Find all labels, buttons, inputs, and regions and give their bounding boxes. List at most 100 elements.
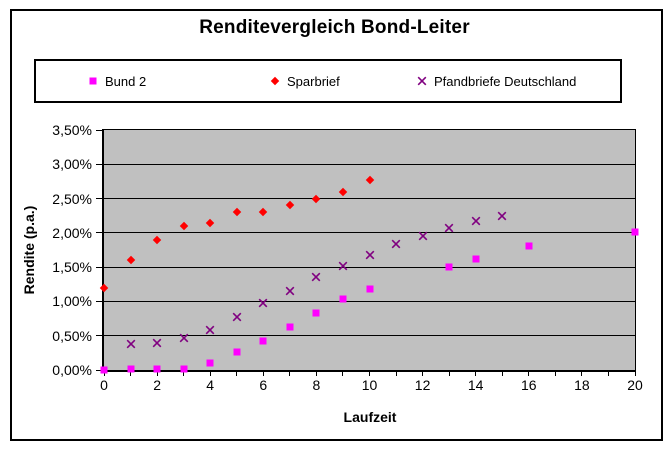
- marker-bund-2: [631, 228, 639, 236]
- x-tick-label: 10: [361, 377, 378, 393]
- marker-pfandbriefe-deutschland: [152, 338, 162, 348]
- x-axis-tick: [236, 372, 238, 376]
- x-axis-tick: [501, 372, 503, 376]
- x-axis-tick: [209, 372, 211, 376]
- marker-bund-2: [366, 285, 373, 293]
- plot-area: [102, 129, 636, 372]
- y-axis-tick: [96, 198, 102, 200]
- y-tick-label: 0,00%: [52, 362, 92, 378]
- square-marker-icon: [88, 76, 98, 86]
- marker-bund-2: [180, 365, 188, 373]
- legend-item-pfandbriefe-deutschland: Pfandbriefe Deutschland: [417, 61, 576, 101]
- x-axis-tick: [607, 372, 609, 376]
- marker-bund-2: [286, 323, 294, 331]
- marker-bund-2: [206, 359, 214, 367]
- marker-bund-2: [127, 365, 135, 373]
- x-tick-label: 14: [467, 377, 484, 393]
- x-axis-tick: [475, 372, 477, 376]
- x-axis-tick: [342, 372, 344, 376]
- marker-pfandbriefe-deutschland: [126, 339, 136, 349]
- x-axis-tick: [422, 372, 424, 376]
- x-tick-label: 2: [153, 377, 161, 393]
- marker-bund-2: [153, 365, 161, 373]
- x-tick-label: 16: [521, 377, 537, 393]
- chart-border: [10, 9, 663, 441]
- x-axis-tick: [183, 372, 185, 376]
- marker-bund-2: [259, 337, 267, 344]
- x-tick-label: 20: [627, 377, 643, 393]
- y-axis-tick: [96, 163, 102, 165]
- marker-sparbrief-legend: [270, 76, 280, 86]
- y-gridline: [104, 163, 635, 165]
- x-marker-icon: [417, 76, 427, 86]
- legend-item-sparbrief: Sparbrief: [270, 61, 340, 101]
- marker-pfandbriefe-deutschland: [311, 272, 321, 282]
- marker-pfandbriefe-deutschland: [258, 298, 268, 308]
- diamond-marker-icon: [270, 76, 280, 86]
- marker-pfandbriefe-deutschland: [418, 231, 428, 241]
- y-axis-tick: [96, 369, 102, 371]
- marker-pfandbriefe-deutschland-legend: [417, 76, 427, 86]
- x-axis-tick: [634, 372, 636, 376]
- marker-bund-2: [472, 255, 480, 263]
- x-tick-label: 12: [414, 377, 431, 393]
- x-tick-label: 4: [206, 377, 215, 393]
- marker-pfandbriefe-deutschland: [338, 261, 348, 271]
- marker-bund-2-legend: [89, 77, 97, 85]
- y-tick-label: 3,00%: [52, 156, 92, 173]
- x-axis-tick: [289, 372, 291, 376]
- y-axis-title: Rendite (p.a.): [21, 205, 37, 295]
- x-axis-tick: [315, 372, 317, 376]
- x-tick-label: 8: [312, 377, 321, 393]
- x-axis-tick: [395, 372, 397, 376]
- x-tick-label: 18: [574, 377, 590, 393]
- marker-pfandbriefe-deutschland: [497, 211, 507, 221]
- marker-bund-2: [312, 309, 320, 317]
- marker-bund-2: [100, 366, 108, 374]
- marker-bund-2: [233, 348, 241, 356]
- y-tick-label: 2,50%: [52, 190, 92, 207]
- marker-bund-2: [525, 242, 533, 250]
- y-tick-label: 2,00%: [52, 224, 92, 241]
- marker-pfandbriefe-deutschland: [365, 250, 375, 260]
- marker-pfandbriefe-deutschland: [179, 333, 189, 343]
- x-axis-title: Laufzeit: [343, 409, 397, 425]
- marker-bund-2: [445, 263, 453, 271]
- marker-bund-2: [339, 295, 347, 303]
- x-axis-tick: [369, 372, 370, 376]
- y-axis-tick: [96, 129, 102, 131]
- x-axis-tick: [581, 372, 583, 376]
- legend-label-pfandbriefe-deutschland: Pfandbriefe Deutschland: [434, 73, 577, 89]
- y-axis-tick: [96, 335, 102, 337]
- legend-label-bund-2: Bund 2: [105, 73, 147, 89]
- marker-pfandbriefe-deutschland: [205, 325, 215, 335]
- x-axis-tick: [156, 372, 158, 376]
- x-tick-label: 6: [259, 377, 268, 393]
- legend: Bund 2 Sparbrief Pfandbriefe Deutschland: [34, 59, 622, 103]
- marker-pfandbriefe-deutschland: [232, 312, 242, 322]
- y-gridline: [104, 300, 635, 302]
- y-gridline: [104, 198, 635, 200]
- marker-pfandbriefe-deutschland: [391, 239, 401, 249]
- x-tick-label: 0: [100, 377, 108, 393]
- marker-pfandbriefe-deutschland: [285, 286, 295, 296]
- x-axis-tick: [448, 372, 450, 376]
- x-axis-tick: [130, 372, 132, 376]
- y-gridline: [104, 232, 635, 234]
- legend-label-sparbrief: Sparbrief: [287, 73, 340, 89]
- y-tick-label: 1,50%: [52, 259, 92, 276]
- marker-pfandbriefe-deutschland: [471, 216, 481, 226]
- y-tick-label: 3,50%: [52, 122, 92, 138]
- y-gridline: [104, 266, 635, 268]
- y-tick-label: 0,50%: [52, 327, 92, 344]
- marker-pfandbriefe-deutschland: [444, 223, 454, 233]
- x-axis-tick: [103, 372, 105, 376]
- y-tick-label: 1,00%: [52, 293, 92, 310]
- x-axis-tick: [528, 372, 530, 376]
- x-axis-tick: [262, 372, 264, 376]
- chart-title: Renditevergleich Bond-Leiter: [199, 17, 470, 38]
- y-axis-tick: [96, 300, 102, 302]
- legend-item-bund-2: Bund 2: [88, 61, 146, 101]
- y-axis-tick: [96, 232, 102, 234]
- y-axis-tick: [96, 266, 102, 268]
